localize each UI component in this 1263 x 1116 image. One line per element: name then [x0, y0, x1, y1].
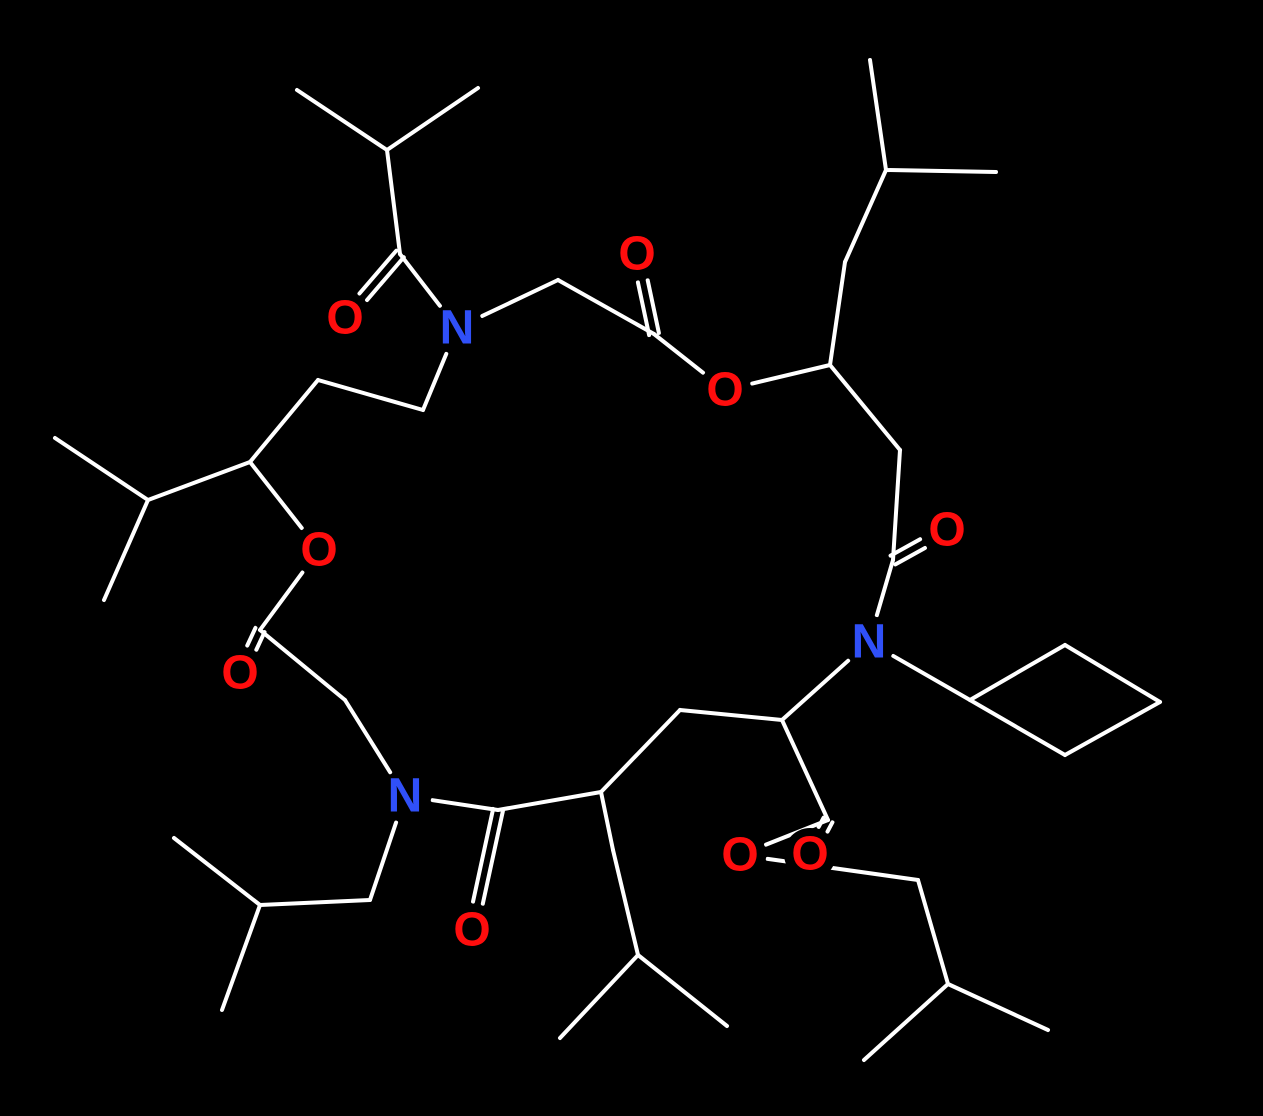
atom-label-n: N: [388, 770, 423, 823]
atom-label-o: O: [618, 228, 655, 281]
atom-label-o: O: [928, 504, 965, 557]
atom-label-o: O: [453, 904, 490, 957]
atom-label-o: O: [221, 647, 258, 700]
atom-label-n: N: [852, 616, 887, 669]
atom-label-o: O: [706, 364, 743, 417]
atom-label-n: N: [440, 302, 475, 355]
atom-label-o: O: [300, 524, 337, 577]
atom-label-o: O: [721, 829, 758, 882]
atom-label-o: O: [791, 828, 828, 881]
atom-label-o: O: [326, 292, 363, 345]
molecule-diagram: NOOOONOOONOO: [0, 0, 1263, 1116]
background: [0, 0, 1263, 1116]
bond: [886, 170, 996, 172]
